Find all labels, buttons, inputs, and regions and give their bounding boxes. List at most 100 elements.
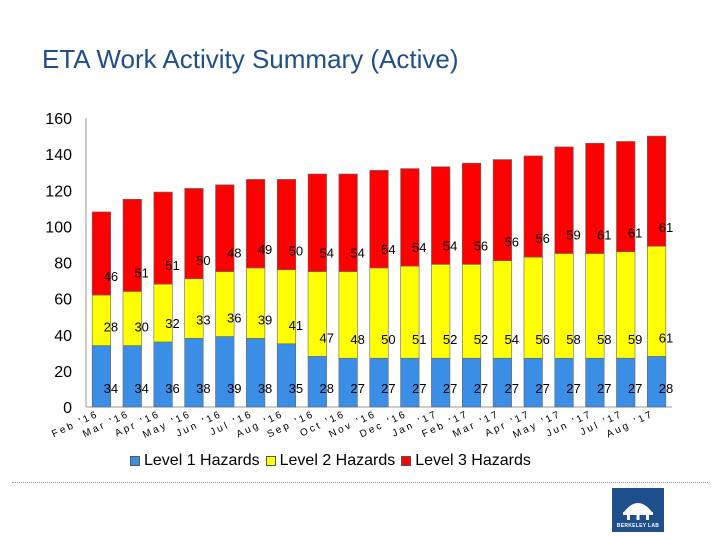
legend-label: Level 1 Hazards [144, 452, 260, 469]
bar-segment-level-1 [276, 343, 297, 408]
data-label: 51 [412, 332, 426, 347]
bar-segment-level-1 [184, 338, 204, 408]
data-label: 38 [196, 381, 210, 396]
y-tick-label: 80 [54, 256, 72, 273]
data-label: 33 [196, 312, 210, 327]
data-label: 27 [381, 381, 395, 396]
berkeley-lab-icon [623, 503, 653, 520]
data-label: 34 [104, 381, 118, 396]
data-label: 54 [412, 240, 426, 255]
data-label: 54 [505, 332, 519, 347]
data-label: 49 [258, 242, 272, 257]
bar-segment-level-1 [91, 345, 111, 408]
data-label: 27 [566, 381, 580, 396]
data-label: 54 [443, 238, 457, 253]
y-tick-label: 140 [45, 147, 72, 164]
legend: Level 1 Hazards Level 2 Hazards Level 3 Ha… [130, 452, 537, 470]
data-label: 48 [227, 246, 241, 261]
bar-segment-level-2 [184, 278, 204, 339]
bar-segment-level-3 [153, 191, 173, 285]
data-label: 46 [104, 269, 118, 284]
y-tick-label: 120 [45, 183, 72, 200]
bar-segment-level-3 [492, 159, 512, 261]
data-label: 50 [381, 332, 395, 347]
data-label: 54 [381, 242, 395, 257]
data-label: 38 [258, 381, 272, 396]
chart-bars [91, 135, 667, 408]
data-label: 28 [104, 320, 118, 335]
legend-swatch [130, 456, 140, 466]
bar-segment-level-3 [91, 211, 111, 296]
data-label: 27 [474, 381, 488, 396]
bar-segment-level-3 [338, 173, 358, 272]
bar-segment-level-3 [523, 155, 543, 258]
data-label: 35 [289, 381, 303, 396]
legend-swatch [401, 456, 412, 466]
data-label: 41 [289, 318, 303, 333]
bar-segment-level-3 [554, 146, 574, 254]
bar-segment-level-3 [276, 179, 297, 271]
y-tick-labels: 0 20 40 60 80 100 120 140 160 [45, 111, 72, 417]
bar-segment-level-1 [246, 338, 266, 408]
data-label: 58 [597, 332, 611, 347]
bar-segment-level-3 [431, 166, 451, 265]
y-tick-label: 40 [54, 328, 72, 345]
data-label: 56 [535, 332, 549, 347]
data-label: 30 [134, 320, 148, 335]
data-label: 61 [659, 330, 673, 345]
data-label: 36 [227, 311, 241, 326]
bar-segment-level-1 [153, 341, 173, 408]
data-label: 28 [659, 381, 673, 396]
legend-label: Level 2 Hazards [279, 452, 396, 469]
data-label: 54 [350, 246, 364, 261]
bar-segment-level-2 [215, 271, 235, 337]
stacked-bar-chart: 34 28 46 34 30 51 36 32 51 38 33 50 39 36 48 38 39 49 35 41… [45, 111, 674, 441]
data-label: 27 [597, 381, 611, 396]
data-label: 39 [227, 381, 241, 396]
legend-item: Level 2 Hazards [265, 452, 396, 470]
bar-segment-level-1 [215, 336, 235, 408]
bar-segment-level-2 [246, 267, 266, 339]
data-label: 27 [505, 381, 519, 396]
data-label: 27 [412, 381, 426, 396]
data-label: 27 [535, 381, 549, 396]
data-label: 27 [350, 381, 364, 396]
data-label: 50 [289, 244, 303, 259]
data-label: 50 [196, 253, 210, 268]
data-label: 28 [320, 381, 334, 396]
chart-title: ETA Work Activity Summary (Active) [42, 44, 459, 74]
data-label: 59 [628, 332, 642, 347]
y-tick-label: 160 [45, 111, 72, 128]
legend-item: Level 3 Hazards [401, 452, 531, 470]
bar-segment-level-3 [215, 184, 235, 272]
bar-segment-level-3 [400, 168, 420, 267]
data-label: 27 [628, 381, 642, 396]
data-label: 48 [350, 332, 364, 347]
berkeley-lab-logo: BERKELEY LAB [612, 488, 664, 532]
data-label: 56 [474, 238, 488, 253]
y-tick-label: 100 [45, 219, 72, 236]
bar-segment-level-2 [153, 283, 173, 343]
bar-segment-level-3 [585, 142, 605, 254]
data-label: 36 [165, 381, 179, 396]
y-tick-label: 20 [54, 364, 72, 381]
data-label: 34 [134, 381, 148, 396]
bar-segment-level-3 [647, 135, 667, 247]
bar-segment-level-3 [616, 141, 636, 252]
data-label: 61 [597, 227, 611, 242]
data-label: 32 [165, 316, 179, 331]
bar-segment-level-3 [307, 173, 327, 272]
bar-segment-level-3 [246, 179, 266, 269]
bar-segment-level-3 [461, 162, 482, 265]
data-label: 58 [566, 332, 580, 347]
legend-swatch [265, 456, 276, 466]
data-label: 56 [535, 231, 549, 246]
data-label: 54 [320, 246, 334, 261]
bar-segment-level-3 [369, 170, 389, 269]
data-label: 27 [443, 381, 457, 396]
data-label: 61 [628, 226, 642, 241]
data-label: 39 [258, 312, 272, 327]
data-labels: 34 28 46 34 30 51 36 32 51 38 33 50 39 36 48 38 39 49 35 41… [104, 220, 674, 396]
data-label: 52 [474, 332, 488, 347]
